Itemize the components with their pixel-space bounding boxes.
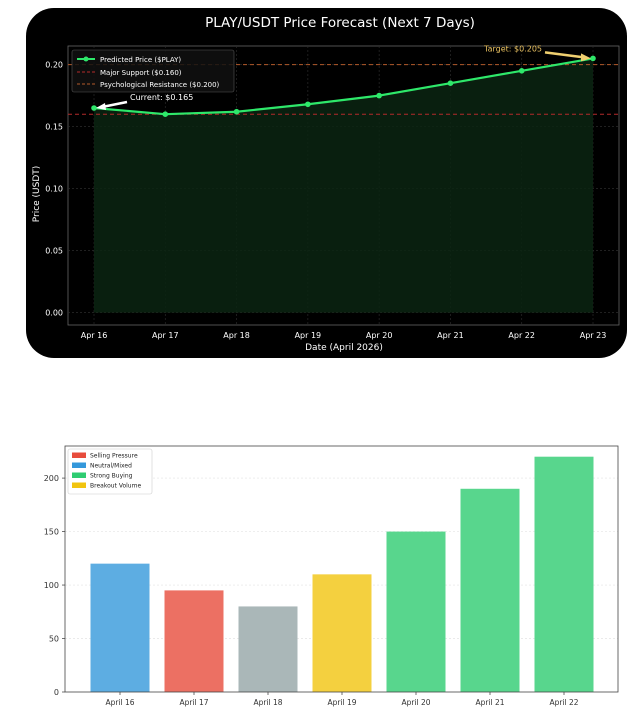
plot-frame: [64, 445, 619, 693]
x-tick-label: Apr 16: [81, 331, 108, 340]
legend: Selling Pressure Neutral/Mixed Strong Buyi…: [67, 448, 153, 495]
target-arrow-head: [581, 53, 591, 62]
legend-box: [71, 49, 235, 93]
legend-label-support: Major Support ($0.160): [100, 69, 182, 77]
price-point: [590, 55, 596, 62]
volume-bar: [460, 488, 520, 692]
y-tick-label: 0: [54, 688, 59, 697]
legend: Predicted Price ($PLAY) Major Support ($0…: [71, 49, 235, 93]
x-tick-label: Apr 17: [152, 331, 179, 340]
price-forecast-chart: PLAY/USDT Price Forecast (Next 7 Days) 0…: [32, 15, 620, 353]
legend-label: Selling Pressure: [90, 453, 138, 460]
volume-bar: [386, 531, 446, 692]
x-tick-label: Apr 19: [295, 331, 322, 340]
legend-label: Breakout Volume: [90, 483, 141, 490]
volume-bar: [90, 563, 150, 692]
y-tick-label: 150: [44, 528, 59, 537]
x-tick-label: April 16: [105, 698, 134, 707]
y-tick-label: 0.20: [45, 61, 63, 70]
x-tick-label: Apr 18: [223, 331, 250, 340]
x-tick-label: Apr 22: [508, 331, 535, 340]
x-tick-label: April 18: [253, 698, 282, 707]
y-axis-label: Price (USDT): [32, 166, 42, 223]
x-tick-label: April 21: [475, 698, 504, 707]
price-point: [233, 108, 240, 115]
legend-swatch: [72, 452, 86, 458]
x-tick-label: April 20: [401, 698, 430, 707]
target-arrow: [544, 51, 585, 59]
x-tick-label: April 19: [327, 698, 356, 707]
x-tick-label: Apr 21: [437, 331, 464, 340]
legend-marker-price: [83, 56, 89, 62]
legend-swatch: [72, 472, 86, 478]
price-forecast-card: PLAY/USDT Price Forecast (Next 7 Days) 0…: [26, 8, 627, 358]
volume-bar: [238, 606, 298, 692]
volume-bar: [534, 456, 594, 692]
y-tick-label: 0.10: [45, 185, 63, 194]
price-point: [447, 80, 454, 86]
x-axis-label: Date (April 2026): [305, 343, 383, 353]
legend-label-price: Predicted Price ($PLAY): [100, 56, 181, 64]
price-point: [376, 92, 382, 99]
price-line: [93, 57, 594, 116]
volume-bar: [312, 574, 372, 692]
price-point: [91, 105, 97, 111]
legend-box: [67, 448, 153, 495]
x-tick-label: Apr 23: [580, 331, 607, 340]
legend-swatch: [72, 482, 86, 488]
volume-bar: [164, 590, 224, 692]
x-tick-label: April 17: [179, 698, 208, 707]
price-point: [162, 111, 169, 117]
current-arrow: [101, 100, 128, 109]
price-point: [305, 101, 311, 108]
chart-title: PLAY/USDT Price Forecast (Next 7 Days): [205, 15, 475, 31]
x-tick-label: Apr 20: [366, 331, 393, 340]
price-point: [518, 68, 525, 74]
x-tick-label: April 22: [549, 698, 578, 707]
legend-swatch: [72, 462, 86, 468]
y-tick-label: 0.15: [45, 123, 63, 132]
legend-label: Strong Buying: [90, 473, 133, 480]
current-annotation: Current: $0.165: [130, 93, 193, 102]
y-tick-label: 0.05: [45, 247, 63, 256]
target-annotation: Target: $0.205: [483, 44, 542, 53]
y-tick-label: 100: [44, 581, 59, 590]
y-tick-label: 50: [49, 635, 59, 644]
current-arrow-head: [96, 103, 106, 110]
legend-label: Neutral/Mixed: [90, 463, 132, 470]
y-tick-label: 0.00: [45, 309, 63, 318]
volume-bar-chart: 0 50 100 150 200 April 16 April 17 April 18 Apri…: [44, 445, 619, 707]
y-tick-label: 200: [44, 474, 59, 483]
legend-label-resistance: Psychological Resistance ($0.200): [100, 81, 220, 89]
price-area-fill: [94, 58, 593, 313]
